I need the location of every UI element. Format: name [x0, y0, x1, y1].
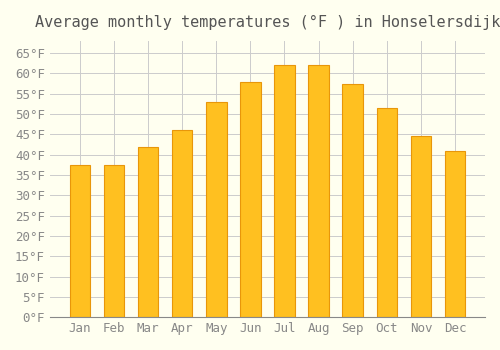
- Bar: [70, 165, 90, 317]
- Title: Average monthly temperatures (°F ) in Honselersdijk: Average monthly temperatures (°F ) in Ho…: [34, 15, 500, 30]
- Bar: [308, 65, 329, 317]
- Bar: [376, 108, 397, 317]
- Bar: [274, 65, 294, 317]
- Bar: [410, 136, 431, 317]
- Bar: [240, 82, 260, 317]
- Bar: [138, 147, 158, 317]
- Bar: [104, 165, 124, 317]
- Bar: [206, 102, 227, 317]
- Bar: [342, 84, 363, 317]
- Bar: [172, 130, 193, 317]
- Bar: [445, 150, 465, 317]
